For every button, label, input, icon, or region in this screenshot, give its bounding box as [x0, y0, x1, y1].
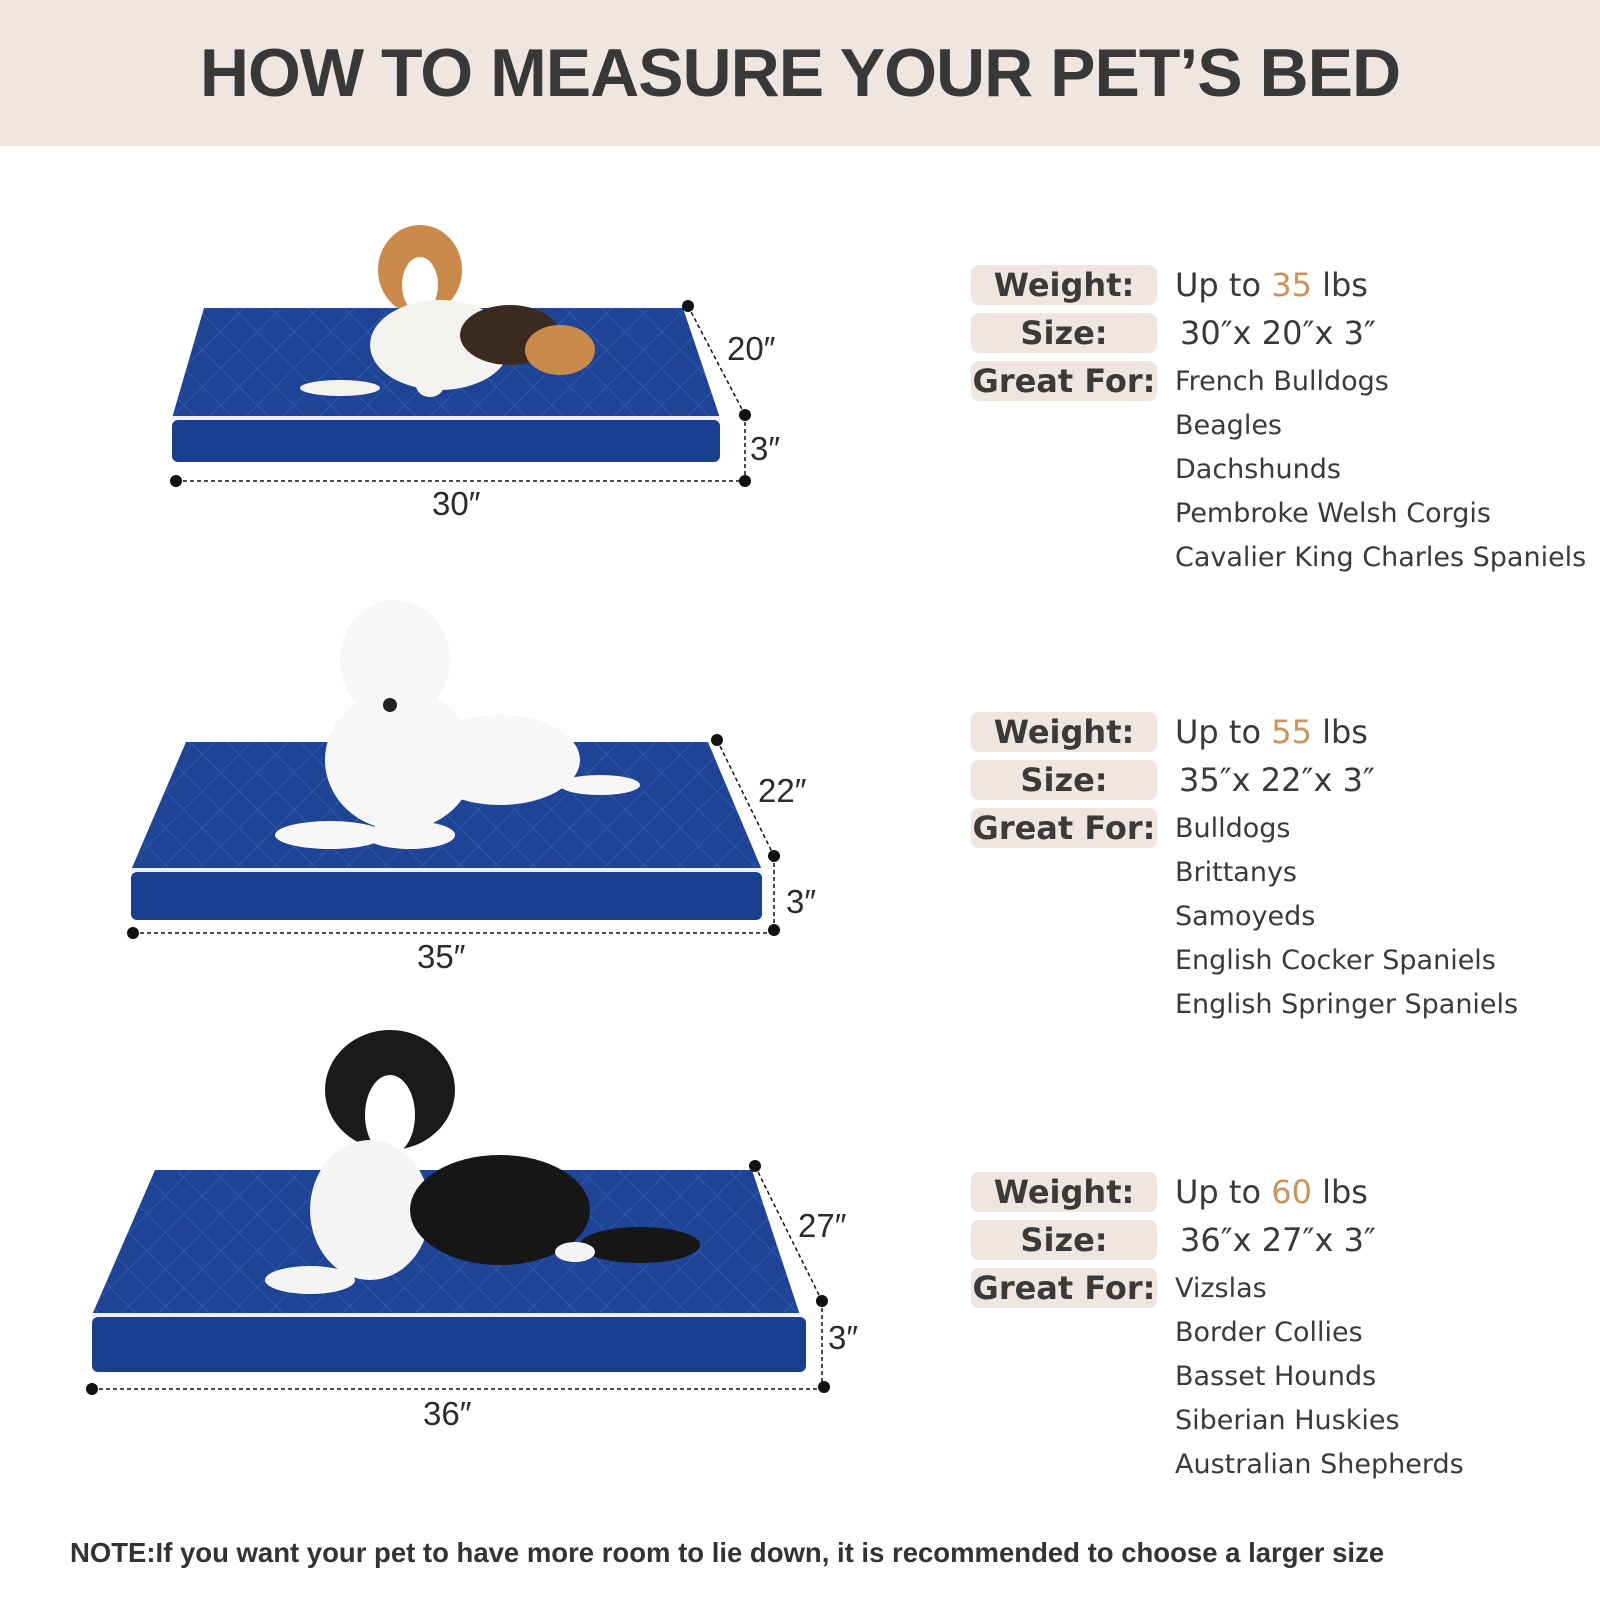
- depth-label: 22″: [758, 772, 807, 809]
- width-label: 35″: [417, 938, 466, 975]
- size-value: 30″x 20″x 3″: [1180, 314, 1376, 352]
- breed-item: Bulldogs: [1175, 813, 1291, 844]
- bed-large: 27″ 3″ 36″: [86, 1030, 858, 1432]
- footer-note: NOTE:If you want your pet to have more r…: [70, 1537, 1385, 1568]
- breed-item: Samoyeds: [1175, 901, 1316, 932]
- header-banner: HOW TO MEASURE YOUR PET’S BED: [0, 0, 1600, 146]
- great-for-label: Great For:: [971, 361, 1157, 401]
- great-for-label: Great For:: [971, 808, 1157, 848]
- height-label: 3″: [750, 430, 780, 467]
- size-value: 35″x 22″x 3″: [1179, 761, 1375, 799]
- weight-unit: lbs: [1322, 266, 1368, 304]
- breed-item: Vizslas: [1175, 1273, 1267, 1304]
- size-label: Size:: [971, 1220, 1157, 1260]
- depth-label: 20″: [727, 330, 776, 367]
- width-label: 30″: [432, 485, 481, 522]
- bed-small: 20″ 3″ 30″: [170, 225, 780, 522]
- size-value: 36″x 27″x 3″: [1180, 1221, 1376, 1259]
- size-label: Size:: [971, 313, 1157, 353]
- weight-value: Up to 35 lbs: [1175, 265, 1368, 305]
- weight-prefix: Up to: [1175, 1173, 1262, 1211]
- bed-medium: 22″ 3″ 35″: [127, 600, 816, 975]
- weight-value: Up to 60 lbs: [1175, 1172, 1368, 1212]
- weight-number: 60: [1271, 1173, 1312, 1211]
- size-label: Size:: [971, 760, 1157, 800]
- weight-label: Weight:: [971, 1172, 1157, 1212]
- height-label: 3″: [828, 1319, 858, 1356]
- breed-item: Dachshunds: [1175, 454, 1341, 485]
- page-title: HOW TO MEASURE YOUR PET’S BED: [199, 35, 1401, 111]
- beagle-dog-image: [300, 225, 595, 397]
- breed-item: French Bulldogs: [1175, 366, 1389, 397]
- weight-number: 55: [1271, 713, 1312, 751]
- samoyed-dog-image: [275, 600, 640, 849]
- height-label: 3″: [786, 883, 816, 920]
- breed-item: Australian Shepherds: [1175, 1449, 1464, 1480]
- border-collie-dog-image: [265, 1030, 700, 1294]
- width-label: 36″: [423, 1395, 472, 1432]
- weight-label: Weight:: [971, 712, 1157, 752]
- breed-item: Beagles: [1175, 410, 1282, 441]
- great-for-label: Great For:: [971, 1268, 1157, 1308]
- breed-item: Pembroke Welsh Corgis: [1175, 498, 1491, 529]
- weight-unit: lbs: [1322, 1173, 1368, 1211]
- weight-prefix: Up to: [1175, 266, 1262, 304]
- breed-item: English Springer Spaniels: [1175, 989, 1519, 1020]
- bed-side: [172, 420, 720, 462]
- breed-item: Brittanys: [1175, 857, 1298, 888]
- bed-side: [92, 1317, 806, 1372]
- breed-item: Siberian Huskies: [1175, 1405, 1400, 1436]
- weight-value: Up to 55 lbs: [1175, 712, 1368, 752]
- weight-label: Weight:: [971, 265, 1157, 305]
- weight-number: 35: [1271, 266, 1312, 304]
- weight-unit: lbs: [1322, 713, 1368, 751]
- bed-side: [131, 872, 762, 920]
- depth-label: 27″: [798, 1207, 847, 1244]
- breed-item: Cavalier King Charles Spaniels: [1175, 542, 1587, 573]
- weight-prefix: Up to: [1175, 713, 1262, 751]
- breed-item: Border Collies: [1175, 1317, 1363, 1348]
- breed-item: English Cocker Spaniels: [1175, 945, 1496, 976]
- breed-item: Basset Hounds: [1175, 1361, 1377, 1392]
